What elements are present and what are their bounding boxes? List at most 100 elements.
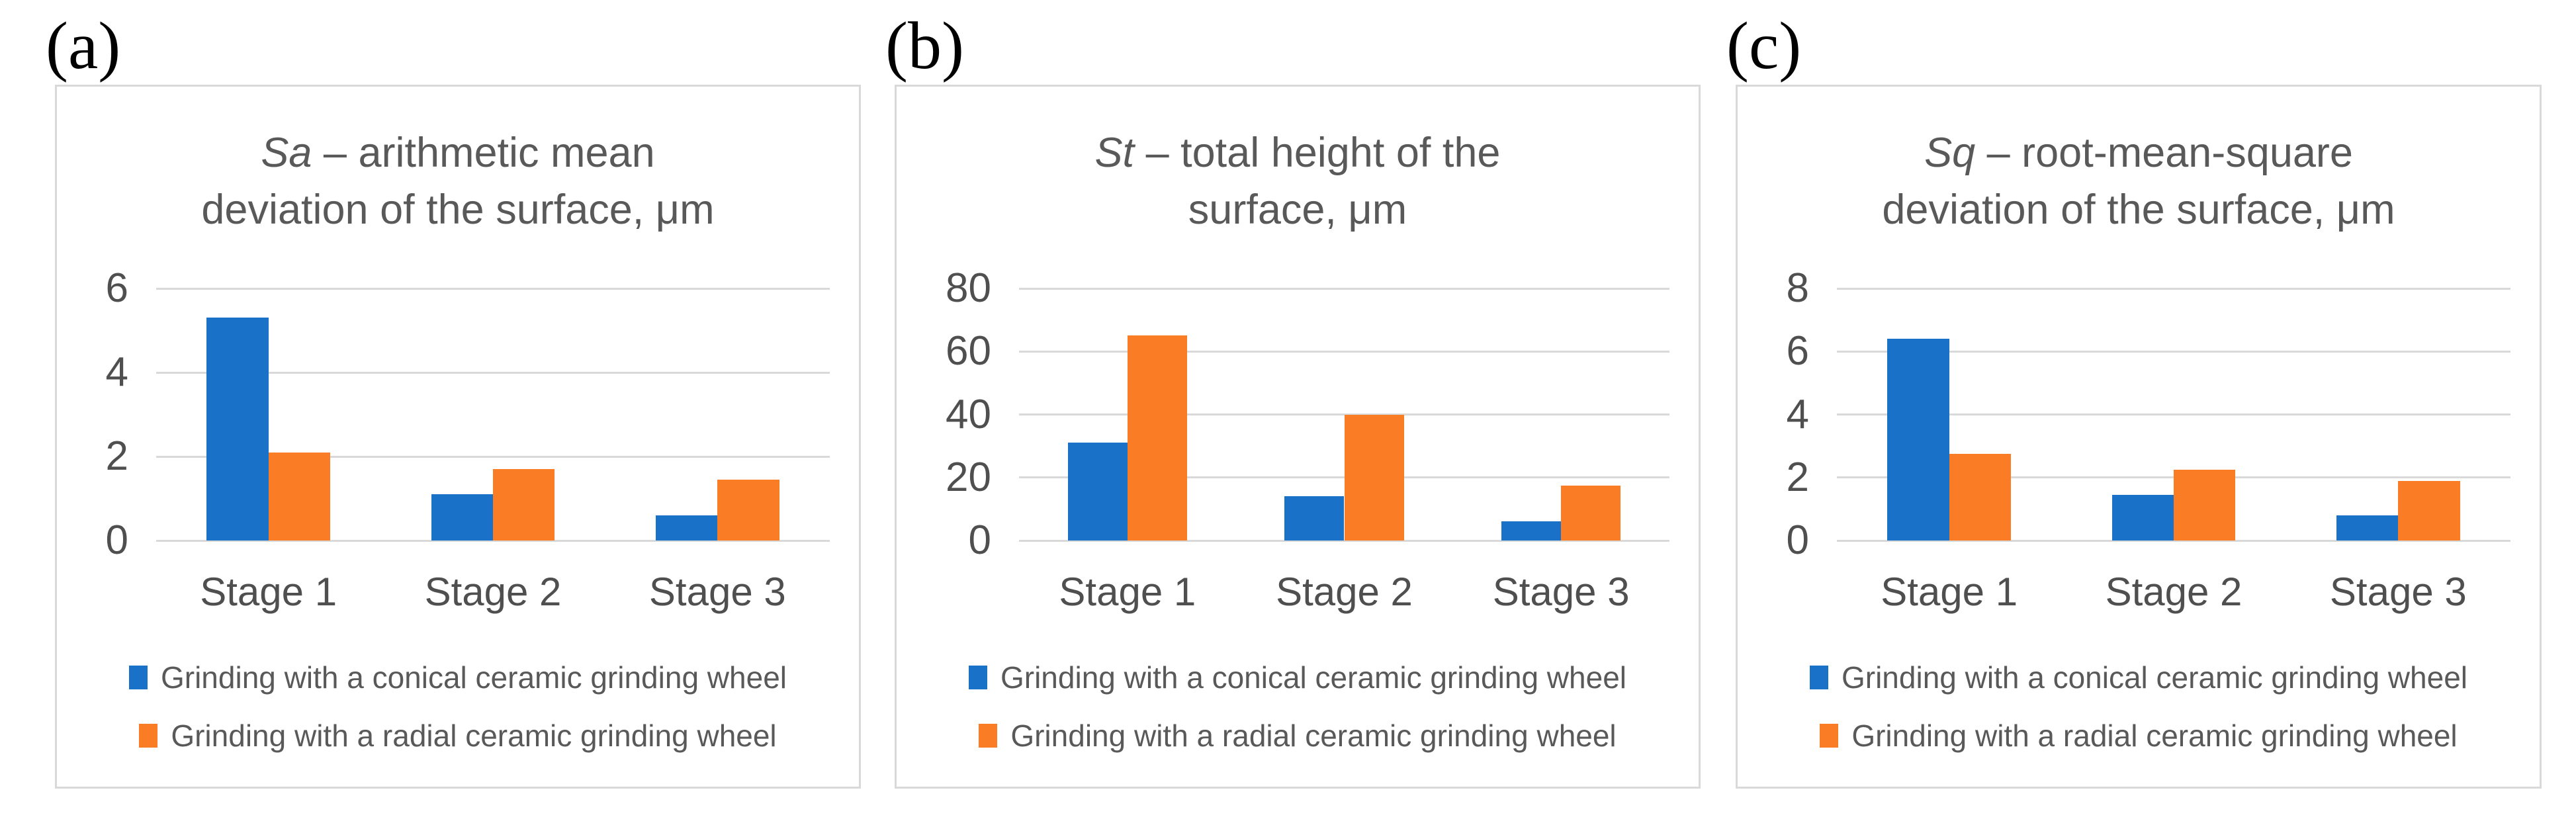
panel-label-a: (a) (46, 9, 121, 83)
y-axis-tick-label: 4 (105, 349, 128, 395)
x-axis-category-label: Stage 1 (1881, 570, 2018, 614)
legend-swatch-conical-icon (968, 666, 987, 689)
legend-item-conical: Grinding with a conical ceramic grinding… (897, 657, 1699, 698)
bar-stage-1-series-conical (1067, 443, 1128, 541)
plot-area-sa: 0 2 4 6 Stage 1 Stage 2 Stage 3 (57, 87, 859, 787)
parameter-symbol: Sa (261, 130, 312, 176)
chart-block-sq: (c) Sq – root-mean-square deviation of t… (1726, 0, 2576, 825)
chart-block-st: (b) St – total height of the surface, μm… (885, 0, 1735, 825)
legend-swatch-radial-icon (979, 724, 998, 748)
chart-title-line2: surface, μm (1188, 186, 1407, 233)
bar-stage-2-series-radial (2174, 469, 2236, 541)
legend-item-radial: Grinding with a radial ceramic grinding … (897, 715, 1699, 756)
legend-swatch-radial-icon (139, 724, 158, 748)
x-axis-category-label: Stage 2 (1276, 570, 1413, 614)
legend-st: Grinding with a conical ceramic grinding… (897, 657, 1699, 773)
y-axis-tick-label: 8 (1786, 265, 1809, 311)
legend-swatch-conical-icon (128, 666, 148, 689)
y-axis-tick-label: 6 (105, 265, 128, 311)
chart-title-st: St – total height of the surface, μm (923, 125, 1672, 238)
chart-title-line2: deviation of the surface, μm (1882, 186, 2395, 233)
x-axis-category-label: Stage 3 (1492, 570, 1630, 614)
bar-stage-1-series-radial (1127, 335, 1187, 541)
legend-swatch-conical-icon (1809, 666, 1828, 689)
bar-stage-2-series-radial (493, 469, 555, 541)
bar-stage-3-series-radial (717, 479, 779, 541)
x-axis-category-label: Stage 2 (2105, 570, 2243, 614)
gridline (156, 455, 830, 458)
gridline (1019, 539, 1669, 542)
gridline (156, 539, 830, 542)
chart-title-line1: St – total height of the (923, 125, 1672, 182)
gridline (156, 287, 830, 290)
gridline (1837, 287, 2510, 290)
legend-label-radial: Grinding with a radial ceramic grinding … (1010, 718, 1617, 753)
legend-sa: Grinding with a conical ceramic grinding… (57, 657, 859, 773)
y-axis-tick-label: 60 (946, 328, 991, 374)
legend-item-conical: Grinding with a conical ceramic grinding… (57, 657, 859, 698)
parameter-symbol: St (1094, 130, 1135, 176)
y-axis-tick-label: 2 (1786, 454, 1809, 500)
panel-label-b: (b) (885, 9, 964, 83)
bar-stage-2-series-conical (431, 494, 493, 541)
legend-label-radial: Grinding with a radial ceramic grinding … (1851, 718, 2458, 753)
gridline (156, 371, 830, 374)
x-axis-category-label: Stage 2 (424, 570, 562, 614)
chart-title-text: – total height of the (1134, 130, 1501, 176)
legend-sq: Grinding with a conical ceramic grinding… (1738, 657, 2540, 773)
parameter-symbol: Sq (1924, 130, 1976, 176)
x-axis-category-label: Stage 3 (648, 570, 786, 614)
chart-panel-sa: Sa – arithmetic mean deviation of the su… (55, 85, 861, 789)
chart-title-line1: Sa – arithmetic mean (83, 125, 832, 182)
bar-stage-1-series-conical (1887, 339, 1949, 541)
x-axis-category-label: Stage 3 (2329, 570, 2467, 614)
bar-stage-2-series-conical (1284, 496, 1345, 541)
chart-title-line2: deviation of the surface, μm (201, 186, 715, 233)
chart-block-sa: (a) Sa – arithmetic mean deviation of th… (46, 0, 895, 825)
bar-stage-3-series-radial (2398, 480, 2460, 541)
bar-stage-3-series-conical (2336, 515, 2399, 541)
bar-stage-3-series-conical (1501, 521, 1562, 541)
legend-label-conical: Grinding with a conical ceramic grinding… (1841, 660, 2467, 695)
gridline (1837, 350, 2510, 353)
y-axis-tick-label: 4 (1786, 391, 1809, 437)
legend-label-conical: Grinding with a conical ceramic grinding… (1000, 660, 1626, 695)
bar-stage-2-series-radial (1344, 414, 1404, 541)
chart-panel-st: St – total height of the surface, μm 0 20… (895, 85, 1701, 789)
y-axis-tick-label: 2 (105, 433, 128, 479)
bar-stage-1-series-conical (206, 318, 269, 541)
y-axis-tick-label: 0 (105, 517, 128, 563)
bar-stage-3-series-conical (656, 515, 718, 541)
chart-title-line1: Sq – root-mean-square (1764, 125, 2513, 182)
y-axis-tick-label: 0 (968, 517, 991, 563)
bar-stage-3-series-radial (1561, 485, 1621, 541)
legend-item-radial: Grinding with a radial ceramic grinding … (1738, 715, 2540, 756)
x-axis-category-label: Stage 1 (200, 570, 337, 614)
chart-title-sq: Sq – root-mean-square deviation of the s… (1764, 125, 2513, 238)
y-axis-tick-label: 0 (1786, 517, 1809, 563)
plot-area-sq: 0 2 4 6 8 Stage 1 Stage 2 Stage 3 (1738, 87, 2540, 787)
bar-stage-2-series-conical (2111, 494, 2174, 541)
chart-title-text: – arithmetic mean (312, 130, 655, 176)
bar-stage-1-series-radial (1949, 454, 2011, 541)
plot-area-st: 0 20 40 60 80 Stage 1 Stage 2 Stage 3 (897, 87, 1699, 787)
gridline (1019, 287, 1669, 290)
x-axis-category-label: Stage 1 (1059, 570, 1196, 614)
chart-title-text: – root-mean-square (1975, 130, 2353, 176)
gridline (1837, 413, 2510, 415)
gridline (1019, 350, 1669, 353)
bar-stage-1-series-radial (268, 452, 330, 541)
chart-panel-sq: Sq – root-mean-square deviation of the s… (1736, 85, 2542, 789)
legend-label-radial: Grinding with a radial ceramic grinding … (171, 718, 777, 753)
panel-label-c: (c) (1726, 9, 1802, 83)
y-axis-tick-label: 80 (946, 265, 991, 311)
legend-item-conical: Grinding with a conical ceramic grinding… (1738, 657, 2540, 698)
legend-item-radial: Grinding with a radial ceramic grinding … (57, 715, 859, 756)
chart-title-sa: Sa – arithmetic mean deviation of the su… (83, 125, 832, 238)
legend-swatch-radial-icon (1820, 724, 1839, 748)
y-axis-tick-label: 40 (946, 391, 991, 437)
gridline (1837, 539, 2510, 542)
y-axis-tick-label: 6 (1786, 328, 1809, 374)
legend-label-conical: Grinding with a conical ceramic grinding… (160, 660, 787, 695)
